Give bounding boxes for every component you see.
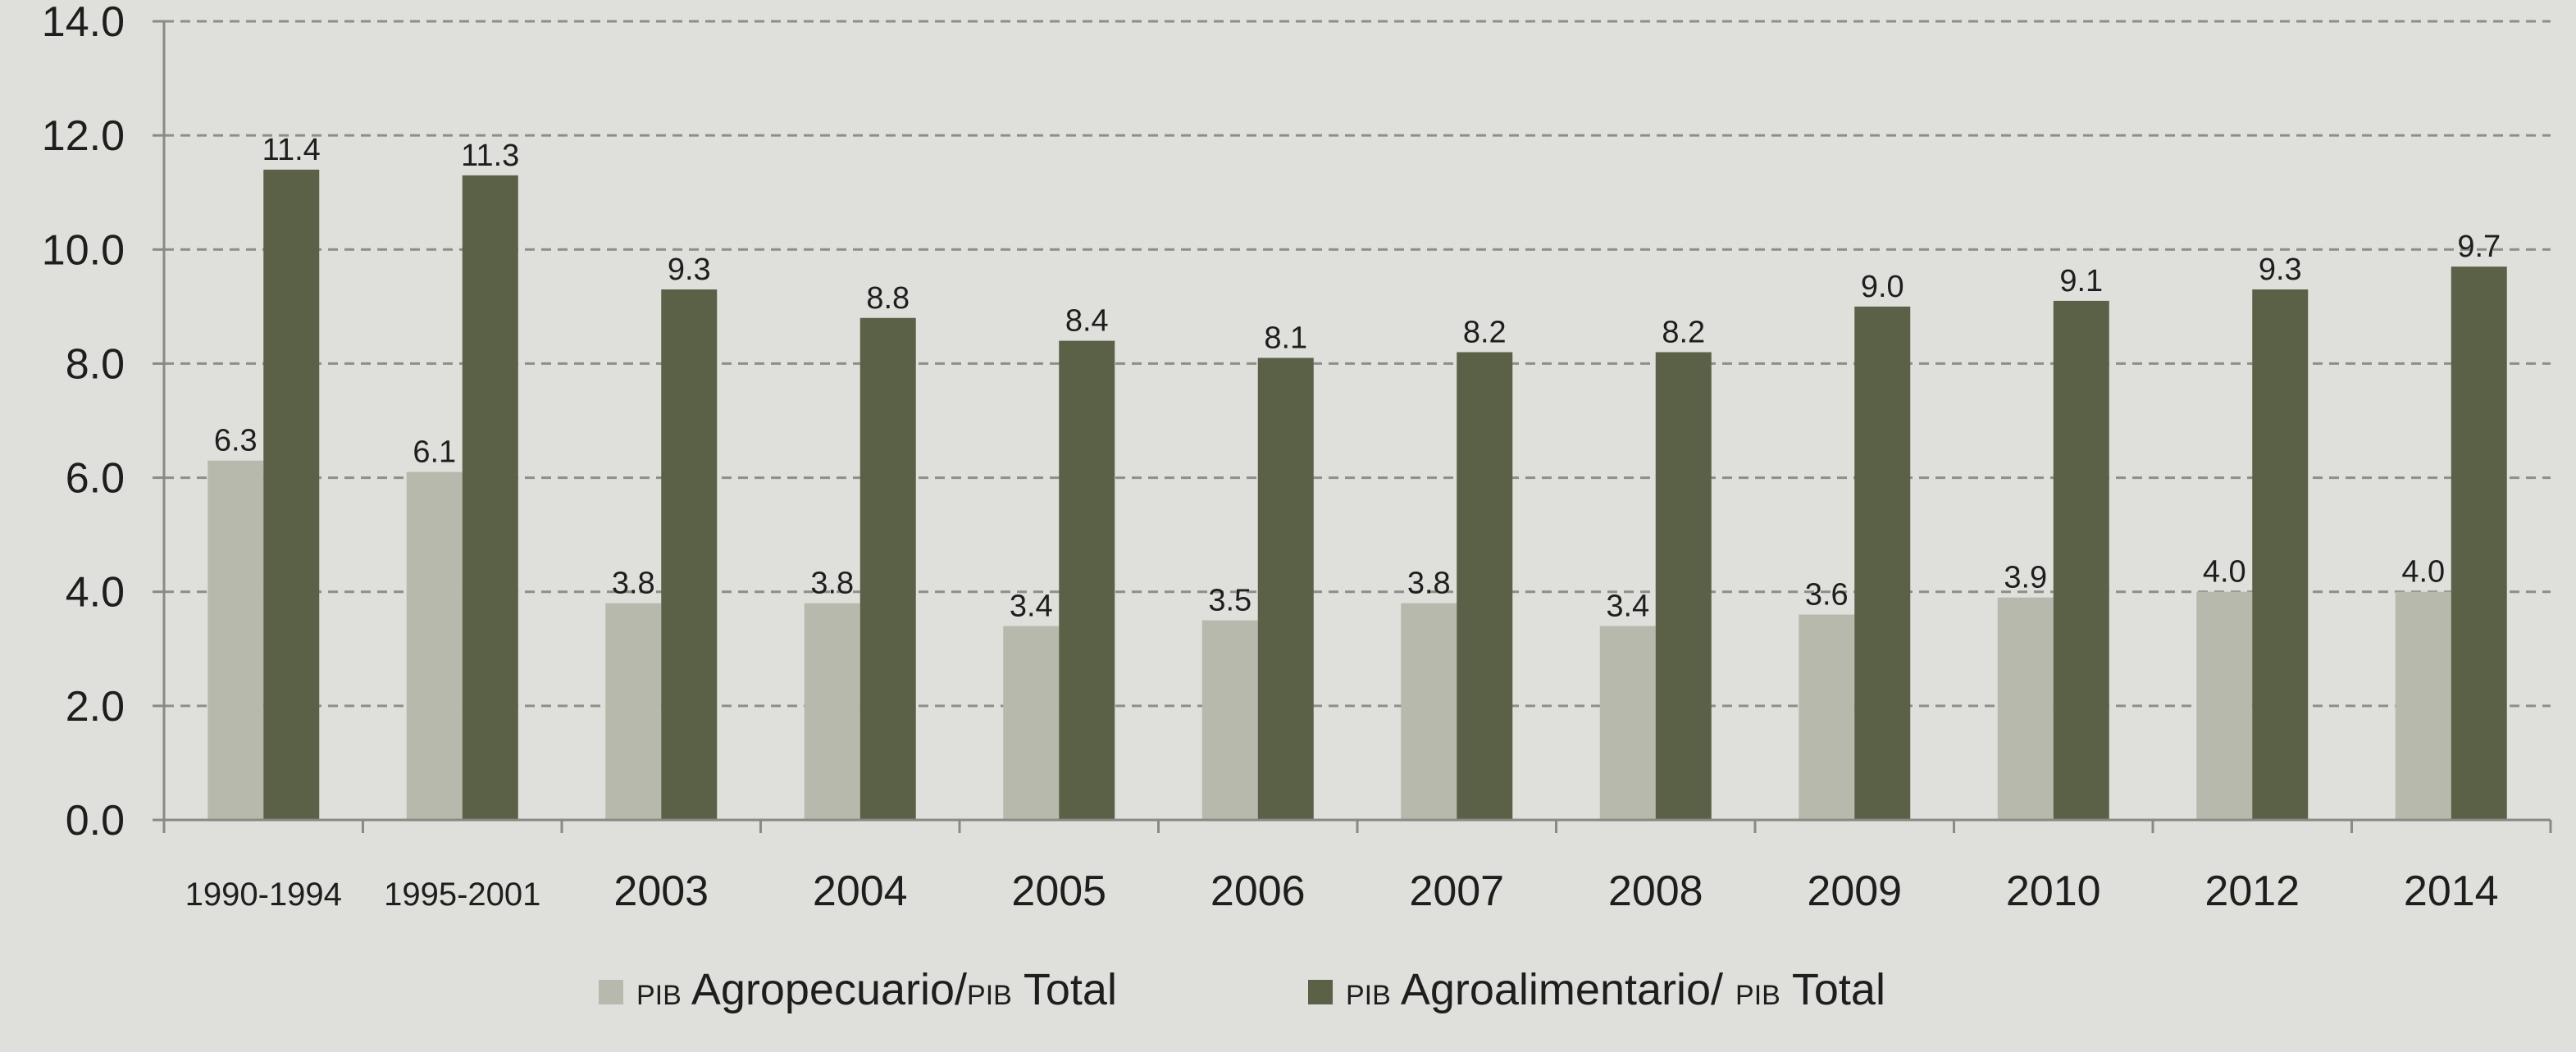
data-label: 4.0 (2401, 555, 2445, 590)
data-label: 8.4 (1065, 304, 1109, 339)
bar-agropecuario (1201, 620, 1258, 820)
x-tick-label: 2007 (1409, 868, 1504, 915)
legend-swatch-agroalimentario (1308, 980, 1333, 1004)
legend-text-part: Agropecuario/ (682, 965, 967, 1014)
legend-smallcaps-part: PIB (1735, 980, 1780, 1011)
y-tick-label: 6.0 (66, 455, 125, 503)
x-tick-label: 1995-2001 (384, 877, 540, 913)
bars (207, 169, 2507, 821)
bar-agroalimentario (263, 169, 320, 820)
data-label: 11.4 (262, 133, 321, 167)
y-tick-label: 0.0 (66, 797, 125, 845)
bar-agropecuario (2196, 591, 2253, 820)
legend-swatch-agropecuario (599, 980, 623, 1004)
bar-agropecuario (1997, 597, 2054, 820)
legend-smallcaps-part: PIB (1346, 980, 1391, 1011)
bar-agroalimentario (1457, 352, 1513, 820)
data-label: 3.6 (1805, 578, 1849, 613)
data-label: 8.1 (1264, 321, 1307, 355)
x-tick-label: 2003 (613, 868, 709, 915)
legend-text-part: Total (1012, 965, 1117, 1014)
bar-agropecuario (2395, 591, 2451, 820)
bar-agropecuario (804, 603, 860, 820)
bar-agroalimentario (859, 317, 916, 820)
data-label: 4.0 (2203, 555, 2246, 590)
gridlines (164, 20, 2551, 708)
data-label: 6.3 (214, 424, 258, 458)
bar-agropecuario (1003, 626, 1060, 820)
data-labels: 6.3 11.4 6.1 11.3 3.8 9.3 3.8 8.8 3.4 8.4 3.5 8.1 3.… (214, 133, 2501, 624)
data-label: 3.5 (1208, 584, 1252, 618)
bar-agroalimentario (1059, 340, 1115, 821)
x-tick-label: 1990-1994 (185, 877, 342, 913)
data-label: 3.8 (612, 567, 655, 601)
bar-agropecuario (1799, 614, 1855, 820)
bar-agroalimentario (1257, 357, 1314, 820)
data-label: 8.2 (1463, 316, 1507, 350)
bar-agroalimentario (2053, 300, 2109, 820)
y-tick-label: 14.0 (42, 0, 125, 46)
data-label: 3.4 (1010, 589, 1053, 623)
bar-agroalimentario (2451, 266, 2507, 821)
x-tick-label: 2010 (2006, 868, 2101, 915)
bar-agroalimentario (462, 175, 518, 821)
data-label: 6.1 (413, 435, 456, 470)
legend-label-agropecuario: PIB Agropecuario/PIB Total (636, 965, 1117, 1014)
data-label: 9.0 (1861, 270, 1904, 304)
data-label: 9.3 (668, 253, 711, 287)
bar-agropecuario (207, 460, 264, 820)
bar-agroalimentario (2252, 289, 2309, 820)
x-tick-label: 2012 (2204, 868, 2300, 915)
x-tick-label: 2014 (2404, 868, 2499, 915)
data-label: 9.1 (2059, 264, 2103, 298)
bar-agropecuario (1401, 603, 1457, 820)
legend-text-part: Total (1780, 965, 1885, 1014)
y-tick-label: 4.0 (66, 569, 125, 617)
y-tick-label: 2.0 (66, 683, 125, 731)
data-label: 3.4 (1606, 589, 1649, 623)
bar-agropecuario (406, 471, 463, 820)
legend-smallcaps-part: PIB (967, 980, 1012, 1011)
legend-text-part: Agroalimentario/ (1391, 965, 1735, 1014)
legend: PIB Agropecuario/PIB Total PIB Agroalimen… (599, 965, 1885, 1014)
x-tick-label: 2004 (813, 868, 908, 915)
data-label: 3.9 (2004, 561, 2047, 595)
y-tick-label: 8.0 (66, 340, 125, 388)
axes: 0.0 2.0 4.0 6.0 8.0 10.0 12.0 14.0 1990-1994 1995… (42, 0, 2552, 915)
data-label: 3.8 (1407, 567, 1451, 601)
x-tick-label: 2005 (1011, 868, 1106, 915)
y-tick-label: 12.0 (42, 112, 125, 160)
bar-agropecuario (605, 603, 662, 820)
data-label: 8.2 (1662, 316, 1705, 350)
data-label: 11.3 (461, 139, 519, 173)
data-label: 3.8 (810, 567, 854, 601)
x-tick-label: 2006 (1210, 868, 1306, 915)
y-tick-label: 10.0 (42, 226, 125, 274)
data-label: 9.3 (2259, 253, 2302, 287)
bar-agroalimentario (1854, 306, 1911, 820)
bar-agroalimentario (661, 289, 718, 820)
data-label: 9.7 (2457, 230, 2501, 264)
data-label: 8.8 (866, 281, 910, 316)
x-tick-label: 2009 (1807, 868, 1902, 915)
legend-smallcaps-part: PIB (636, 980, 682, 1011)
bar-agropecuario (1599, 626, 1656, 820)
legend-label-agroalimentario: PIB Agroalimentario/ PIB Total (1346, 965, 1885, 1014)
bar-agroalimentario (1655, 352, 1712, 820)
x-tick-label: 2008 (1608, 868, 1703, 915)
